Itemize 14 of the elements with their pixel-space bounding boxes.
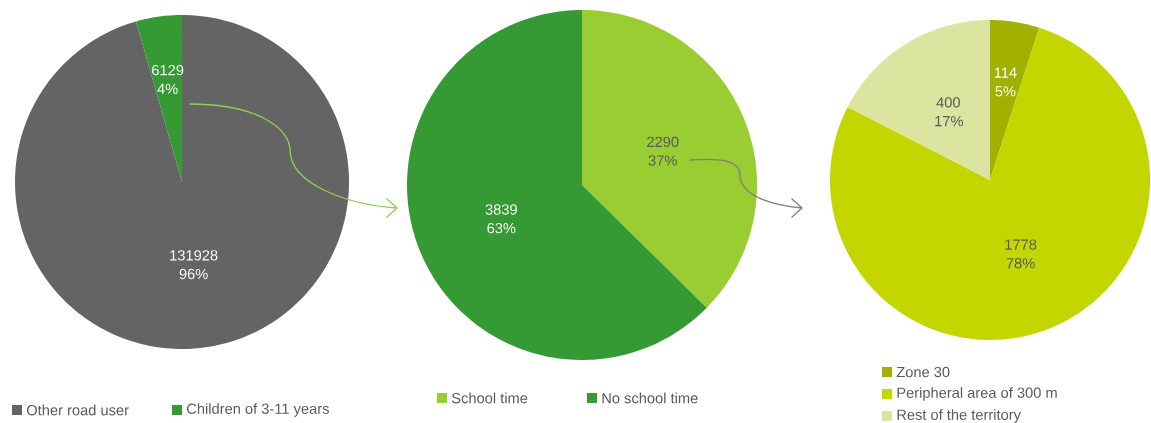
- legend-label: Zone 30: [896, 366, 950, 378]
- data-label: 6129 4%: [152, 64, 184, 94]
- legend-label: Other road user: [26, 404, 129, 416]
- legend-label: School time: [451, 392, 528, 404]
- data-label: 1778 78%: [1005, 239, 1037, 269]
- data-label: 3839 63%: [485, 204, 517, 234]
- legend-label: No school time: [602, 392, 698, 404]
- legend-label: Rest of the territory: [897, 409, 1021, 423]
- legend-label: Peripheral area of 300 m: [897, 387, 1057, 401]
- data-label: 114 5%: [994, 67, 1017, 97]
- data-label: 400 17%: [935, 97, 963, 127]
- data-label: 131928 96%: [170, 250, 218, 280]
- data-label: 2290 37%: [647, 136, 679, 166]
- legend-label: Children of 3-11 years: [187, 403, 329, 417]
